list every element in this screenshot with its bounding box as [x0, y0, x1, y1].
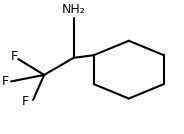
- Text: F: F: [11, 50, 18, 63]
- Text: NH₂: NH₂: [62, 3, 86, 16]
- Text: F: F: [2, 75, 9, 88]
- Text: F: F: [22, 95, 29, 108]
